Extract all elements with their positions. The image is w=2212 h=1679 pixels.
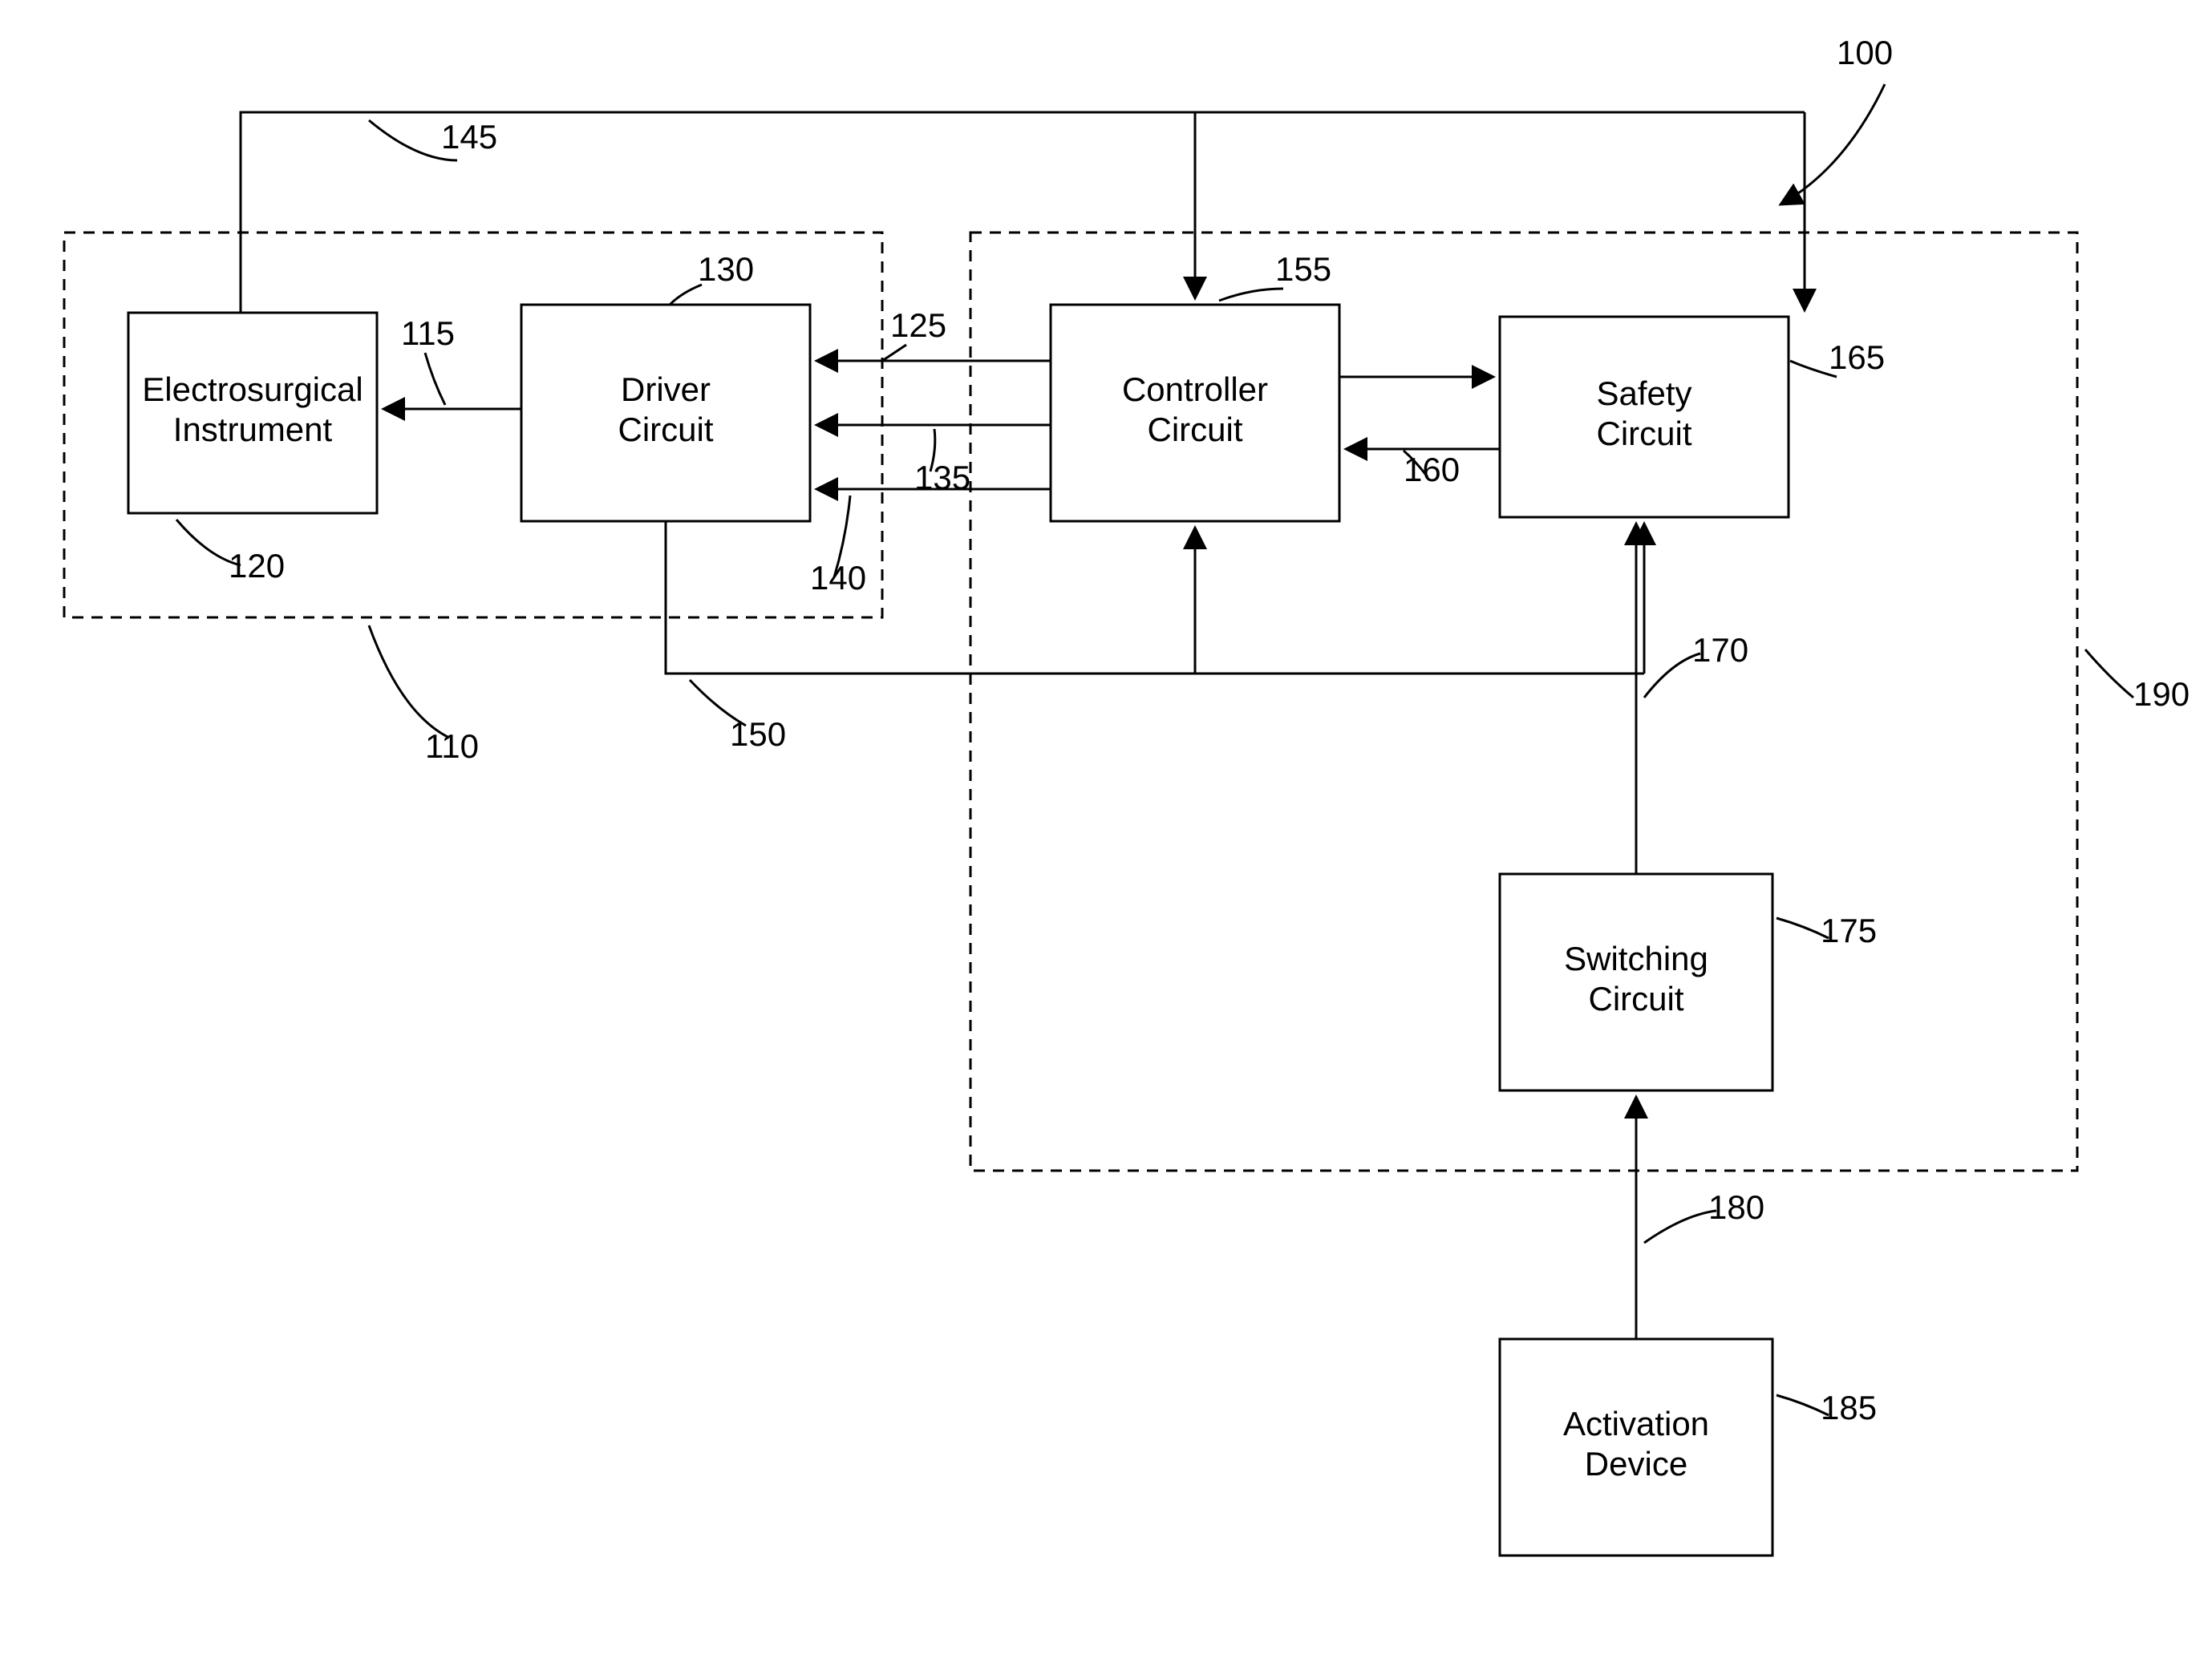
driver-label-1: Driver <box>621 370 711 408</box>
safety-label-2: Circuit <box>1596 415 1691 452</box>
ref-115: 115 <box>401 314 455 352</box>
ref-100: 100 <box>1837 34 1893 71</box>
electrosurgical-label-2: Instrument <box>173 411 333 448</box>
ref-180: 180 <box>1708 1188 1764 1226</box>
ref-175: 175 <box>1821 912 1877 949</box>
ref-165: 165 <box>1829 338 1885 376</box>
ref-170: 170 <box>1692 631 1748 669</box>
leader-130 <box>670 285 702 305</box>
bus-150 <box>666 521 1644 674</box>
ref-150: 150 <box>730 715 786 753</box>
activation-device-box: Activation Device <box>1500 1339 1772 1556</box>
ref-130: 130 <box>698 250 754 288</box>
leader-110 <box>369 625 449 738</box>
switching-label-2: Circuit <box>1588 980 1683 1018</box>
controller-label-1: Controller <box>1122 370 1268 408</box>
safety-circuit-box: Safety Circuit <box>1500 317 1789 517</box>
block-diagram: Electrosurgical Instrument Driver Circui… <box>0 0 2212 1679</box>
activation-label-1: Activation <box>1563 1405 1709 1442</box>
electrosurgical-label-1: Electrosurgical <box>142 370 363 408</box>
ref-120: 120 <box>229 547 285 585</box>
leader-155 <box>1219 289 1283 301</box>
leader-100 <box>1781 84 1885 204</box>
leader-125 <box>882 345 906 361</box>
leader-180 <box>1644 1211 1716 1243</box>
ref-140: 140 <box>810 559 866 597</box>
leader-115 <box>425 353 445 405</box>
ref-190: 190 <box>2133 675 2190 713</box>
leader-190 <box>2085 649 2133 698</box>
ref-135: 135 <box>914 459 970 496</box>
activation-label-2: Device <box>1585 1445 1687 1483</box>
driver-label-2: Circuit <box>618 411 713 448</box>
ref-155: 155 <box>1275 250 1331 288</box>
ref-125: 125 <box>890 306 946 344</box>
ref-185: 185 <box>1821 1389 1877 1426</box>
switching-circuit-box: Switching Circuit <box>1500 874 1772 1090</box>
safety-label-1: Safety <box>1596 374 1691 412</box>
driver-circuit-box: Driver Circuit <box>521 305 810 521</box>
ref-145: 145 <box>441 118 497 156</box>
ref-160: 160 <box>1404 451 1460 488</box>
ref-110: 110 <box>425 727 479 765</box>
electrosurgical-instrument-box: Electrosurgical Instrument <box>128 313 377 513</box>
switching-label-1: Switching <box>1564 940 1708 977</box>
controller-circuit-box: Controller Circuit <box>1051 305 1339 521</box>
controller-label-2: Circuit <box>1147 411 1242 448</box>
